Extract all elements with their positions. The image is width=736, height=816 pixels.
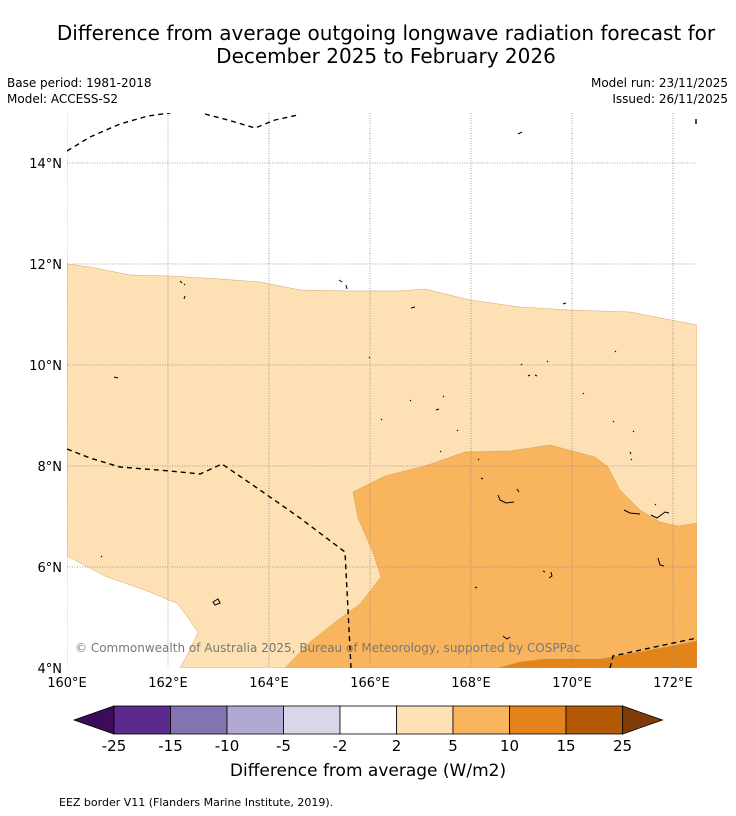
map-area: © Commonwealth of Australia 2025, Bureau…	[67, 113, 697, 668]
map-figure: © Commonwealth of Australia 2025, Bureau…	[29, 113, 697, 755]
island	[409, 395, 459, 432]
island	[368, 356, 371, 359]
colorbar-segment	[283, 705, 341, 735]
colorbar-tick-label: -2	[333, 737, 348, 755]
colorbar-tick-label: 15	[556, 737, 575, 755]
island	[338, 279, 348, 290]
lon-axis: 160°E 162°E 164°E 166°E 168°E 170°E 172°…	[47, 676, 693, 691]
eez-border-north	[204, 113, 299, 129]
island	[179, 280, 186, 300]
lat-label-14n: 14°N	[29, 157, 62, 172]
lat-label-4n: 4°N	[38, 662, 63, 677]
colorbar-extend-low	[72, 705, 115, 735]
graticule	[67, 113, 697, 668]
model-run: Model run: 23/11/2025	[590, 76, 728, 90]
lat-label-12n: 12°N	[29, 258, 62, 273]
island	[623, 509, 670, 519]
colorbar: -25 -15 -10 -5 -2 2 5 10 15 25	[72, 705, 664, 755]
lat-label-8n: 8°N	[38, 460, 63, 475]
colorbar-tick-label: 10	[500, 737, 519, 755]
colorbar-segment	[170, 705, 228, 735]
island	[502, 635, 511, 640]
island	[410, 306, 416, 309]
eez-border-south-east	[609, 637, 697, 668]
lat-label-10n: 10°N	[29, 359, 62, 374]
island	[474, 570, 553, 589]
map-title: Difference from average outgoing longwav…	[0, 22, 736, 68]
lon-label-172e: 172°E	[653, 676, 693, 691]
island	[100, 555, 103, 558]
title-line-1: Difference from average outgoing longwav…	[56, 21, 716, 45]
island	[212, 598, 221, 606]
colorbar-tick-label: -10	[215, 737, 240, 755]
meta-left: Base period: 1981-2018 Model: ACCESS-S2	[7, 75, 152, 107]
colorbar-segment	[565, 705, 623, 735]
eez-borders	[67, 113, 697, 668]
colorbar-extend-high	[622, 705, 664, 735]
title-line-2: December 2025 to February 2026	[216, 44, 556, 68]
anomaly-region-5-to-10	[284, 444, 697, 668]
colorbar-segment	[113, 705, 171, 735]
lat-axis: 14°N 12°N 10°N 8°N 6°N 4°N	[29, 157, 62, 677]
eez-legend-label: EEZ border V11 (Flanders Marine Institut…	[59, 796, 334, 809]
island	[562, 302, 567, 305]
colorbar-tick-label: -15	[158, 737, 183, 755]
colorbar-tick-label: -5	[276, 737, 291, 755]
meta-right: Model run: 23/11/2025 Issued: 26/11/2025	[591, 75, 728, 107]
colorbar-segment	[509, 705, 567, 735]
island	[654, 503, 665, 567]
island	[113, 376, 119, 379]
lon-label-160e: 160°E	[47, 676, 87, 691]
issued-date: Issued: 26/11/2025	[612, 92, 728, 106]
colorbar-segment	[339, 705, 397, 735]
lat-label-6n: 6°N	[38, 561, 63, 576]
colorbar-tick-label: 25	[613, 737, 632, 755]
anomaly-region-10-to-15	[497, 640, 697, 668]
model-name: Model: ACCESS-S2	[7, 92, 119, 106]
island	[380, 418, 635, 461]
island	[497, 488, 520, 504]
island	[520, 360, 549, 377]
lon-label-162e: 162°E	[148, 676, 188, 691]
base-period: Base period: 1981-2018	[7, 76, 152, 90]
island	[439, 450, 484, 480]
lon-label-166e: 166°E	[350, 676, 390, 691]
colorbar-segment	[452, 705, 510, 735]
colorbar-segment	[226, 705, 284, 735]
island	[582, 350, 617, 395]
lon-label-170e: 170°E	[552, 676, 592, 691]
colorbar-tick-label: 2	[392, 737, 402, 755]
lon-label-164e: 164°E	[249, 676, 289, 691]
colorbar-segment	[396, 705, 454, 735]
copyright-notice: © Commonwealth of Australia 2025, Bureau…	[75, 641, 580, 655]
island	[517, 131, 523, 135]
lon-label-168e: 168°E	[451, 676, 491, 691]
colorbar-tick-label: 5	[448, 737, 458, 755]
eez-legend: EEZ border V11 (Flanders Marine Institut…	[7, 796, 333, 809]
colorbar-tick-label: -25	[102, 737, 127, 755]
eez-border-marshall-south	[67, 448, 352, 668]
colorbar-title: Difference from average (W/m2)	[229, 761, 507, 781]
islands	[100, 131, 670, 640]
